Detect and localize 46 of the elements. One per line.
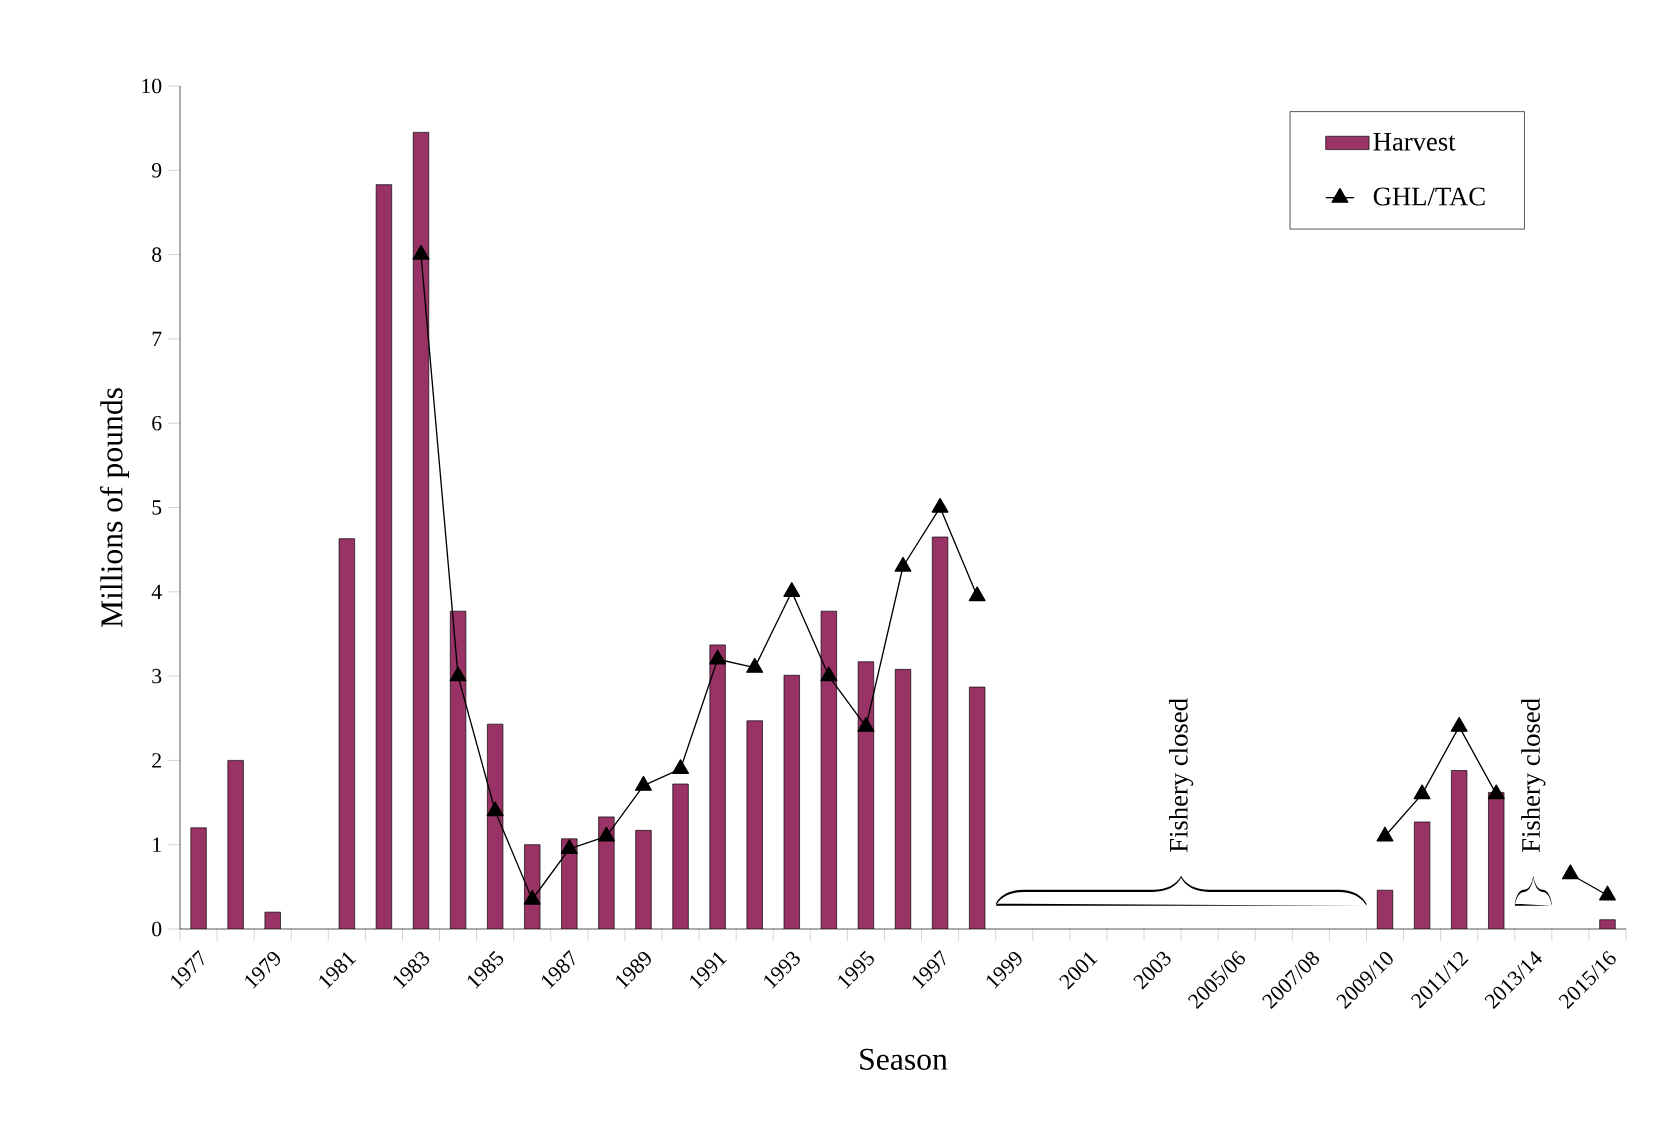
point bbox=[672, 759, 690, 774]
bar bbox=[190, 827, 207, 929]
y-tick-label: 10 bbox=[142, 78, 162, 94]
point bbox=[894, 556, 912, 572]
point bbox=[820, 666, 838, 682]
annotation: Fishery closed bbox=[1168, 698, 1194, 853]
point bbox=[783, 582, 801, 597]
y-tick-label: 7 bbox=[152, 331, 162, 346]
point bbox=[1450, 717, 1468, 732]
point bbox=[597, 826, 615, 842]
y-tick-label: 4 bbox=[151, 584, 162, 599]
point bbox=[486, 801, 504, 817]
legend-label: Harvest bbox=[1373, 132, 1456, 151]
legend-label: GHL/TAC bbox=[1373, 187, 1485, 206]
bar bbox=[376, 184, 392, 929]
point bbox=[857, 717, 875, 732]
y-axis-title: Millions of pounds bbox=[99, 388, 130, 628]
point bbox=[560, 839, 578, 855]
point bbox=[746, 658, 764, 673]
annotation: Fishery closed bbox=[1521, 698, 1546, 853]
bar bbox=[339, 538, 355, 929]
point bbox=[968, 586, 986, 602]
y-tick-label: 9 bbox=[151, 163, 162, 178]
point bbox=[1376, 826, 1394, 842]
point bbox=[412, 244, 430, 260]
bar bbox=[227, 760, 244, 929]
point bbox=[523, 889, 541, 905]
point bbox=[709, 649, 727, 665]
point bbox=[1413, 784, 1431, 800]
y-tick-label: 2 bbox=[152, 753, 161, 768]
point bbox=[1561, 864, 1579, 880]
y-tick-label: 6 bbox=[152, 415, 162, 431]
point bbox=[449, 666, 467, 682]
bar bbox=[635, 830, 652, 929]
y-tick-label: 3 bbox=[152, 668, 162, 684]
bar bbox=[672, 784, 689, 929]
point bbox=[635, 776, 652, 791]
y-tick-label: 0 bbox=[152, 921, 162, 937]
bar bbox=[709, 644, 726, 929]
point bbox=[1487, 784, 1505, 800]
y-tick-label: 5 bbox=[152, 500, 162, 515]
point bbox=[931, 497, 949, 513]
y-tick-label: 1 bbox=[153, 837, 161, 852]
y-tick-label: 8 bbox=[152, 247, 162, 262]
x-axis-title: Season bbox=[860, 1048, 948, 1070]
point bbox=[1599, 885, 1616, 901]
